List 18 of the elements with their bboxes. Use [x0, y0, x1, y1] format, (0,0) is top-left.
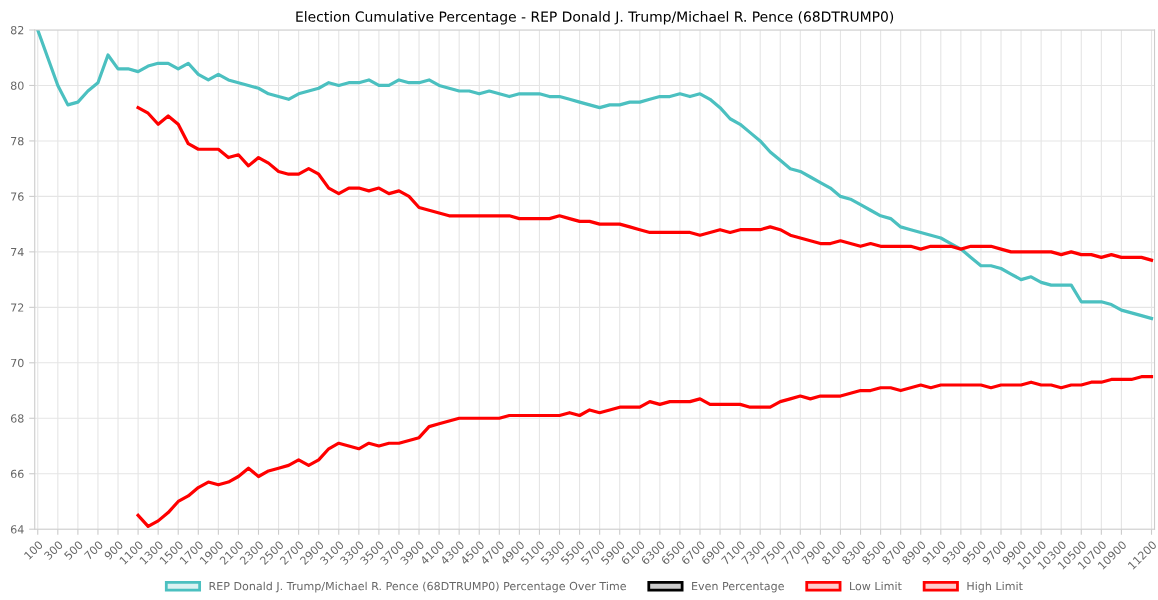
legend-label: High Limit [967, 581, 1023, 593]
line-series [136, 375, 1154, 529]
y-tick-label: 80 [10, 81, 24, 90]
y-tick-label: 66 [10, 469, 24, 479]
y-tick-label: 74 [11, 247, 24, 257]
y-tick-label: 82 [10, 25, 24, 35]
legend-label: REP Donald J. Trump/Michael R. Pence (68DTRUMP0) Percentage Over Time [209, 581, 626, 593]
legend-label: Even Percentage [692, 581, 784, 593]
y-tick-label: 78 [11, 136, 24, 146]
y-tick-label: 76 [11, 192, 24, 201]
y-tick-label: 64 [10, 525, 24, 534]
legend-label: Low Limit [850, 581, 902, 591]
line-series [136, 106, 1154, 262]
x-tick-label: 700 [83, 540, 104, 561]
chart-title: Election Cumulative Percentage - REP Donald J. Trump/Michael R. Pence (68DTRUMP0) [296, 11, 894, 25]
y-tick-label: 68 [10, 414, 24, 423]
y-tick-label: 70 [11, 358, 24, 368]
y-tick-label: 72 [11, 303, 24, 312]
